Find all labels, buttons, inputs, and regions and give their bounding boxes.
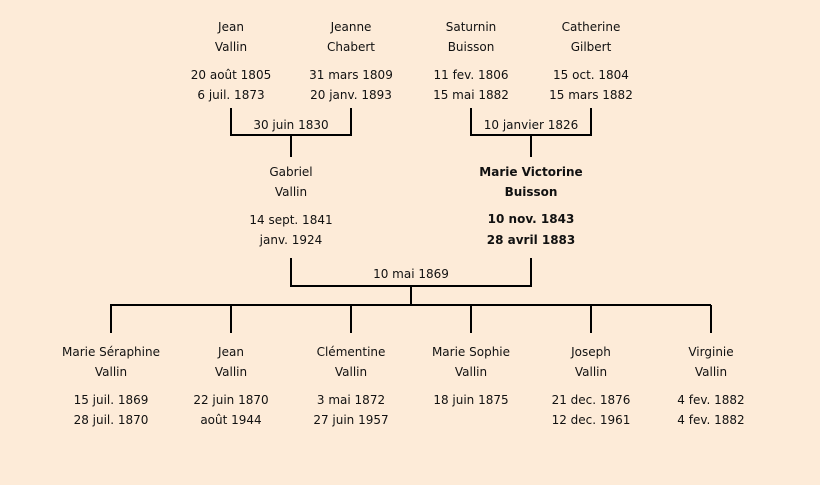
first-name: Saturnin — [445, 20, 497, 34]
person-card: Jean Vallin 22 juin 1870 août 1944 — [166, 342, 296, 430]
person-card: Marie Sophie Vallin 18 juin 1875 — [406, 342, 536, 430]
birth-date: 11 fev. 1806 — [433, 68, 509, 82]
death-date: 20 janv. 1893 — [310, 88, 392, 102]
last-name: Buisson — [504, 185, 558, 199]
last-name: Gilbert — [570, 40, 612, 54]
first-name: Jean — [218, 345, 244, 359]
person-card: Jeanne Chabert 31 mars 1809 20 janv. 1893 — [286, 17, 416, 105]
death-date: janv. 1924 — [259, 233, 323, 247]
first-name: Jeanne — [330, 20, 372, 34]
last-name: Buisson — [447, 40, 495, 54]
birth-date: 15 juil. 1869 — [73, 393, 149, 407]
connector-grandparents-buisson — [470, 108, 592, 157]
first-name: Marie Séraphine — [61, 345, 160, 359]
birth-date: 18 juin 1875 — [433, 393, 509, 407]
dates: 11 fev. 1806 15 mai 1882 — [406, 65, 536, 105]
birth-date: 21 dec. 1876 — [551, 393, 631, 407]
birth-date: 31 mars 1809 — [309, 68, 393, 82]
dates: 21 dec. 1876 12 dec. 1961 — [526, 390, 656, 430]
death-date: 28 avril 1883 — [486, 233, 576, 247]
first-name: Marie Sophie — [431, 345, 511, 359]
dates: 15 juil. 1869 28 juil. 1870 — [46, 390, 176, 430]
death-date: 27 juin 1957 — [313, 413, 389, 427]
first-name: Gabriel — [269, 165, 313, 179]
marriage-date: 30 juin 1830 — [253, 118, 329, 132]
last-name: Vallin — [214, 40, 248, 54]
person-card: Virginie Vallin 4 fev. 1882 4 fev. 1882 — [646, 342, 776, 430]
dates: 15 oct. 1804 15 mars 1882 — [526, 65, 656, 105]
person-card: Joseph Vallin 21 dec. 1876 12 dec. 1961 — [526, 342, 656, 430]
person-card: Marie Séraphine Vallin 15 juil. 1869 28 jui… — [46, 342, 176, 430]
last-name: Vallin — [454, 365, 488, 379]
last-name: Vallin — [274, 185, 308, 199]
death-date: 15 mars 1882 — [549, 88, 633, 102]
birth-date: 10 nov. 1843 — [487, 212, 575, 226]
marriage-date: 10 mai 1869 — [373, 267, 449, 281]
death-date: 12 dec. 1961 — [551, 413, 631, 427]
birth-date: 20 août 1805 — [190, 68, 272, 82]
marriage-date: 10 janvier 1826 — [483, 118, 579, 132]
dates: 18 juin 1875 — [406, 390, 536, 430]
first-name: Clémentine — [316, 345, 386, 359]
death-date: 6 juil. 1873 — [197, 88, 265, 102]
last-name: Vallin — [694, 365, 728, 379]
last-name: Vallin — [94, 365, 128, 379]
last-name: Vallin — [334, 365, 368, 379]
person-card: Saturnin Buisson 11 fev. 1806 15 mai 1882 — [406, 17, 536, 105]
dates: 3 mai 1872 27 juin 1957 — [286, 390, 416, 430]
first-name: Virginie — [688, 345, 734, 359]
birth-date: 22 juin 1870 — [193, 393, 269, 407]
person-card: Clémentine Vallin 3 mai 1872 27 juin 1957 — [286, 342, 416, 430]
death-date: 15 mai 1882 — [433, 88, 509, 102]
dates: 10 nov. 1843 28 avril 1883 — [466, 209, 596, 251]
person-card: Catherine Gilbert 15 oct. 1804 15 mars 1882 — [526, 17, 656, 105]
birth-date: 14 sept. 1841 — [249, 213, 333, 227]
last-name: Vallin — [574, 365, 608, 379]
dates: 4 fev. 1882 4 fev. 1882 — [646, 390, 776, 430]
first-name: Joseph — [571, 345, 611, 359]
dates: 22 juin 1870 août 1944 — [166, 390, 296, 430]
death-date: 4 fev. 1882 — [677, 413, 745, 427]
death-date: août 1944 — [200, 413, 262, 427]
death-date: 28 juil. 1870 — [73, 413, 149, 427]
person-card: Marie Victorine Buisson 10 nov. 1843 28 avr… — [466, 162, 596, 251]
first-name: Jean — [218, 20, 244, 34]
birth-date: 15 oct. 1804 — [553, 68, 629, 82]
person-card: Gabriel Vallin 14 sept. 1841 janv. 1924 — [226, 162, 356, 250]
dates: 31 mars 1809 20 janv. 1893 — [286, 65, 416, 105]
death-date — [406, 410, 536, 430]
last-name: Vallin — [214, 365, 248, 379]
connector-grandparents-vallin — [230, 108, 352, 157]
birth-date: 4 fev. 1882 — [677, 393, 745, 407]
first-name: Marie Victorine — [479, 165, 583, 179]
first-name: Catherine — [561, 20, 621, 34]
connector-children — [110, 304, 712, 333]
dates: 14 sept. 1841 janv. 1924 — [226, 210, 356, 250]
connector-parents — [290, 258, 532, 305]
dates: 20 août 1805 6 juil. 1873 — [166, 65, 296, 105]
person-card: Jean Vallin 20 août 1805 6 juil. 1873 — [166, 17, 296, 105]
last-name: Chabert — [327, 40, 375, 54]
birth-date: 3 mai 1872 — [316, 393, 386, 407]
